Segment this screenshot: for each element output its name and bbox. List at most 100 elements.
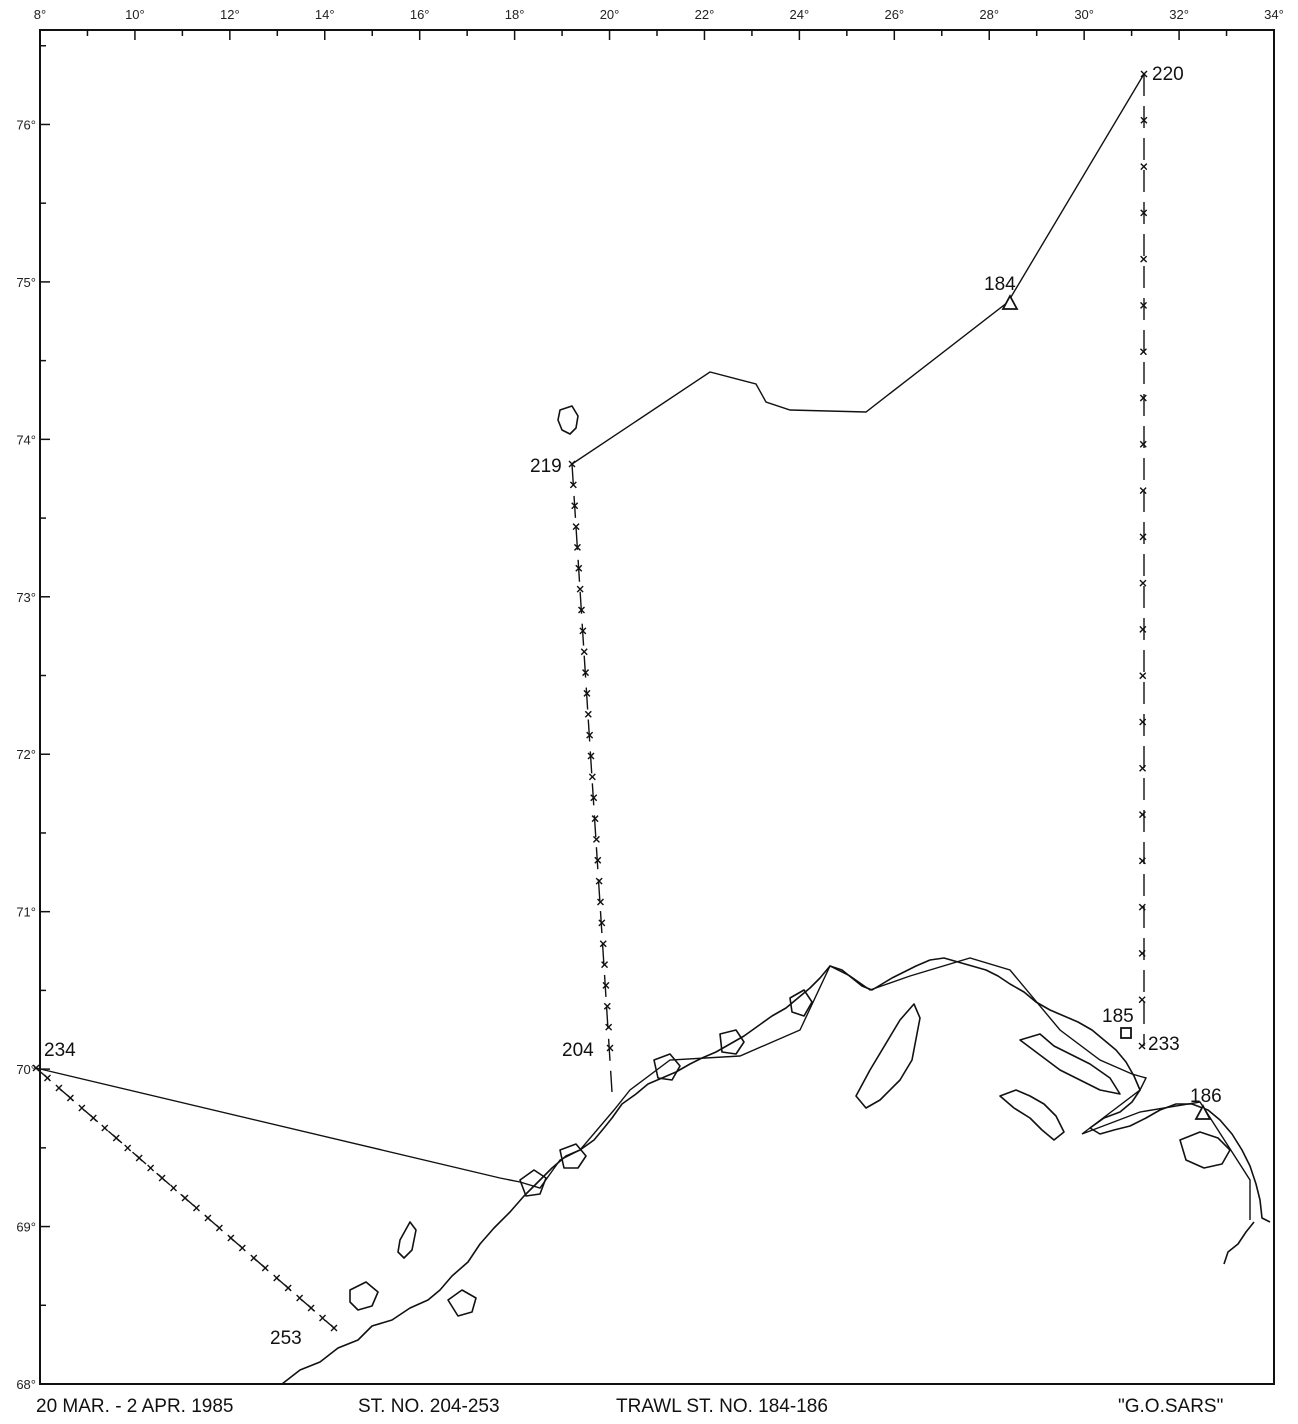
- station-x-mark: [571, 502, 579, 510]
- station-label-219: 219: [530, 456, 562, 477]
- station-x-mark: [55, 1084, 63, 1092]
- station-x-mark: [1140, 301, 1148, 309]
- station-x-mark: [582, 669, 590, 677]
- station-x-mark: [595, 877, 603, 885]
- station-x-mark: [181, 1194, 189, 1202]
- station-x-mark: [147, 1164, 155, 1172]
- lon-tick-label: 22°: [695, 7, 715, 22]
- lat-tick-label: 72°: [16, 747, 36, 762]
- station-x-mark: [1139, 348, 1147, 356]
- station-x-mark: [580, 648, 588, 656]
- station-x-mark: [587, 752, 595, 760]
- station-label-233: 233: [1148, 1034, 1180, 1055]
- station-x-mark: [576, 585, 584, 593]
- cruise-track: [35, 73, 1251, 1329]
- station-x-mark: [112, 1134, 120, 1142]
- station-x-mark: [1140, 116, 1148, 124]
- station-x-mark: [1139, 625, 1147, 633]
- station-x-mark: [597, 898, 604, 906]
- station-x-mark: [1138, 949, 1146, 957]
- lat-tick-label: 74°: [16, 432, 36, 447]
- station-x-mark: [307, 1304, 315, 1312]
- station-x-mark: [273, 1274, 281, 1282]
- station-x-mark: [250, 1254, 258, 1262]
- station-label-253: 253: [270, 1328, 302, 1349]
- station-x-mark: [586, 731, 594, 739]
- lon-tick-label: 8°: [34, 7, 46, 22]
- station-x-mark: [1138, 903, 1146, 911]
- station-x-mark: [583, 689, 591, 697]
- lon-tick-label: 34°: [1264, 7, 1284, 22]
- station-x-mark: [584, 710, 592, 718]
- triangle-trawl-186: [1194, 1104, 1212, 1120]
- station-x-mark: [1138, 857, 1146, 865]
- lat-tick-label: 68°: [16, 1377, 36, 1392]
- station-x-mark: [66, 1094, 74, 1102]
- lat-tick-label: 73°: [16, 590, 36, 605]
- station-x-mark: [261, 1264, 269, 1272]
- station-x-mark: [573, 543, 581, 551]
- station-x-mark: [296, 1294, 304, 1302]
- station-x-mark: [592, 835, 600, 843]
- station-x-mark: [78, 1104, 86, 1112]
- station-x-mark: [192, 1204, 200, 1212]
- station-x-mark: [579, 627, 587, 635]
- station-x-mark: [330, 1324, 338, 1332]
- station-label-204: 204: [562, 1040, 594, 1061]
- lon-tick-label: 30°: [1074, 7, 1094, 22]
- station-x-mark: [601, 961, 609, 969]
- station-x-mark: [569, 481, 577, 489]
- station-x-mark: [578, 606, 585, 614]
- lon-tick-label: 24°: [790, 7, 810, 22]
- station-x-mark: [588, 773, 596, 781]
- station-label-184: 184: [984, 274, 1016, 295]
- station-x-mark: [1140, 255, 1148, 263]
- station-x-mark: [1140, 163, 1148, 171]
- station-x-mark: [598, 919, 606, 927]
- station-x-mark: [89, 1114, 97, 1122]
- station-x-mark: [605, 1023, 613, 1031]
- graticule-labels: 8° 10° 12° 14° 16° 18° 20° 22° 24° 26° 28° 30° 32° 34…: [16, 7, 1284, 1392]
- lon-tick-label: 28°: [979, 7, 999, 22]
- station-label-234: 234: [44, 1040, 76, 1061]
- lon-tick-label: 26°: [884, 7, 904, 22]
- station-x-mark: [1139, 672, 1147, 680]
- lon-tick-label: 12°: [220, 7, 240, 22]
- lon-tick-label: 16°: [410, 7, 430, 22]
- station-x-mark: [215, 1224, 223, 1232]
- lon-tick-label: 20°: [600, 7, 620, 22]
- station-x-mark: [1138, 811, 1146, 819]
- station-x-mark: [284, 1284, 292, 1292]
- station-x-mark: [599, 940, 607, 948]
- station-x-mark: [572, 523, 580, 531]
- station-x-mark: [1139, 487, 1147, 495]
- station-x-mark: [124, 1144, 132, 1152]
- graticule-ticks: [39, 30, 1275, 1385]
- cruise-date: 20 MAR. - 2 APR. 1985: [36, 1396, 234, 1417]
- station-x-mark: [602, 981, 610, 989]
- lat-tick-label: 75°: [16, 275, 36, 290]
- station-x-mark: [1138, 996, 1146, 1004]
- station-x-mark: [43, 1074, 51, 1082]
- trawl-symbols: [1001, 294, 1212, 1120]
- station-x-mark: [590, 794, 598, 802]
- vessel-name: "G.O.SARS": [1118, 1396, 1224, 1417]
- map-frame: [39, 29, 1275, 1385]
- lat-tick-label: 71°: [16, 905, 36, 920]
- station-x-mark: [319, 1314, 327, 1322]
- coastline: [281, 405, 1271, 1385]
- trawl-station-range: TRAWL ST. NO. 184-186: [616, 1396, 828, 1417]
- station-x-mark: [135, 1154, 143, 1162]
- station-label-185: 185: [1102, 1006, 1134, 1027]
- station-x-mark: [1140, 209, 1148, 217]
- station-x-mark: [1139, 394, 1147, 402]
- lon-tick-label: 10°: [125, 7, 145, 22]
- lon-tick-label: 14°: [315, 7, 335, 22]
- station-label-220: 220: [1152, 64, 1184, 85]
- station-labels: 220 184 219 204 234 253 185 233 186: [44, 64, 1222, 1349]
- station-x-mark: [227, 1234, 235, 1242]
- station-x-mark: [170, 1184, 178, 1192]
- station-x-mark: [1139, 718, 1147, 726]
- lat-tick-label: 69°: [16, 1220, 36, 1235]
- station-x-mark: [1139, 579, 1147, 587]
